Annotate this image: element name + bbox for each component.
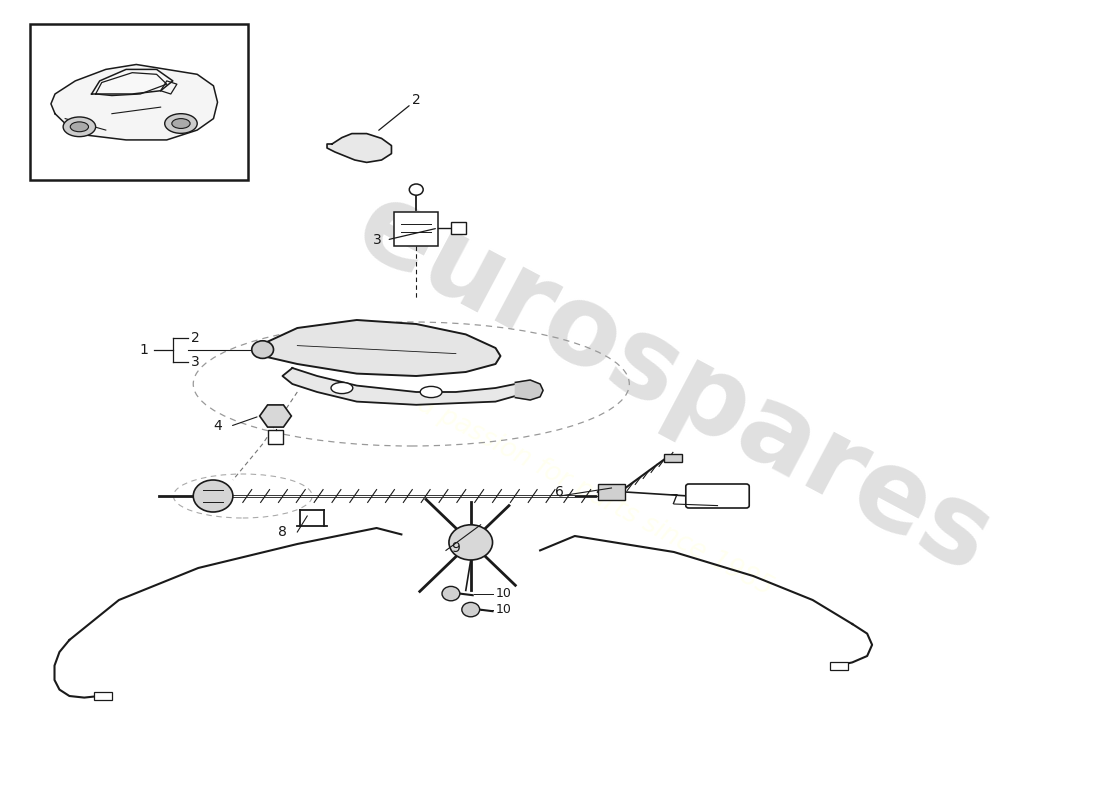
Text: 10: 10 xyxy=(495,603,512,616)
Text: 3: 3 xyxy=(373,233,382,247)
Polygon shape xyxy=(263,320,500,376)
Ellipse shape xyxy=(70,122,88,132)
Circle shape xyxy=(442,586,460,601)
Polygon shape xyxy=(327,134,392,162)
Circle shape xyxy=(194,480,233,512)
Text: 2: 2 xyxy=(191,330,200,345)
Ellipse shape xyxy=(63,117,96,137)
Ellipse shape xyxy=(420,386,442,398)
Ellipse shape xyxy=(331,382,353,394)
Polygon shape xyxy=(91,70,173,94)
Polygon shape xyxy=(51,65,218,140)
Ellipse shape xyxy=(165,114,197,134)
Text: eurospares: eurospares xyxy=(339,172,1010,596)
FancyBboxPatch shape xyxy=(685,484,749,508)
Text: a passion for parts since 1985: a passion for parts since 1985 xyxy=(412,391,777,601)
Ellipse shape xyxy=(172,118,190,129)
Polygon shape xyxy=(515,380,543,400)
Text: 3: 3 xyxy=(191,354,200,369)
Bar xyxy=(30,24,248,180)
FancyBboxPatch shape xyxy=(597,484,625,500)
Text: 4: 4 xyxy=(213,419,222,434)
Circle shape xyxy=(449,525,493,560)
Text: 1: 1 xyxy=(140,342,148,357)
FancyBboxPatch shape xyxy=(395,212,438,246)
Text: 8: 8 xyxy=(278,525,287,539)
Text: 9: 9 xyxy=(451,541,460,555)
Circle shape xyxy=(462,602,480,617)
Ellipse shape xyxy=(252,341,274,358)
Text: 2: 2 xyxy=(411,93,420,107)
Bar xyxy=(95,692,112,700)
Polygon shape xyxy=(283,368,525,405)
Bar xyxy=(664,454,682,462)
Text: 10: 10 xyxy=(495,587,512,600)
Bar xyxy=(451,222,465,234)
Circle shape xyxy=(409,184,424,195)
Bar xyxy=(830,662,848,670)
Text: 6: 6 xyxy=(556,485,564,499)
Bar xyxy=(267,430,284,444)
Text: 7: 7 xyxy=(670,493,679,507)
